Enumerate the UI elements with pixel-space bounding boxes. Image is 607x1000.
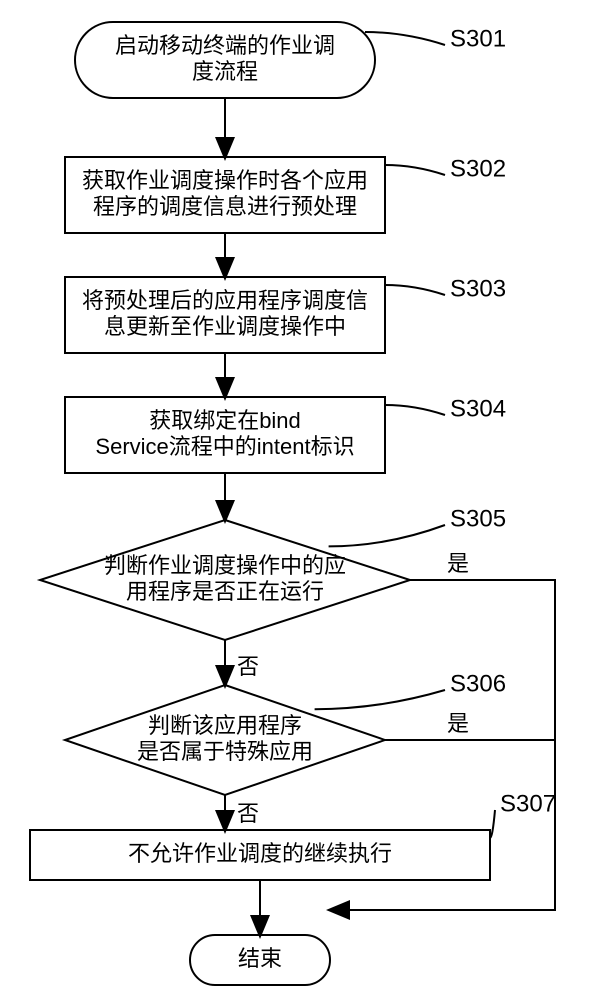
edge-7-label: 是 [447, 551, 469, 576]
node-n305-label: S305 [450, 505, 506, 532]
node-n304-line-0: 获取绑定在bind [149, 408, 301, 433]
node-n305-line-0: 判断作业调度操作中的应 [104, 553, 346, 578]
node-n303-line-0: 将预处理后的应用程序调度信 [82, 288, 368, 313]
edge-8-label: 是 [447, 711, 469, 736]
node-n303-label: S303 [450, 275, 506, 302]
node-n305-line-1: 用程序是否正在运行 [126, 579, 324, 604]
node-n304-label: S304 [450, 395, 506, 422]
node-n304-line-1: Service流程中的intent标识 [95, 434, 354, 459]
node-n301-label: S301 [450, 25, 506, 52]
node-n306-line-1: 是否属于特殊应用 [137, 739, 313, 764]
node-end-line-0: 结束 [238, 946, 282, 971]
node-n306-label: S306 [450, 670, 506, 697]
node-n302-label: S302 [450, 155, 506, 182]
node-n301-line-0: 启动移动终端的作业调 [115, 33, 335, 58]
node-n307-label: S307 [500, 790, 556, 817]
node-n301-line-1: 度流程 [192, 59, 258, 84]
node-n302-line-0: 获取作业调度操作时各个应用 [82, 168, 368, 193]
edge-5-label: 否 [237, 801, 259, 826]
node-n302-line-1: 程序的调度信息进行预处理 [93, 194, 357, 219]
node-n303-line-1: 息更新至作业调度操作中 [104, 314, 346, 339]
node-n306-line-0: 判断该应用程序 [148, 713, 302, 738]
edge-4-label: 否 [237, 654, 259, 679]
node-n307-line-0: 不允许作业调度的继续执行 [128, 841, 392, 866]
